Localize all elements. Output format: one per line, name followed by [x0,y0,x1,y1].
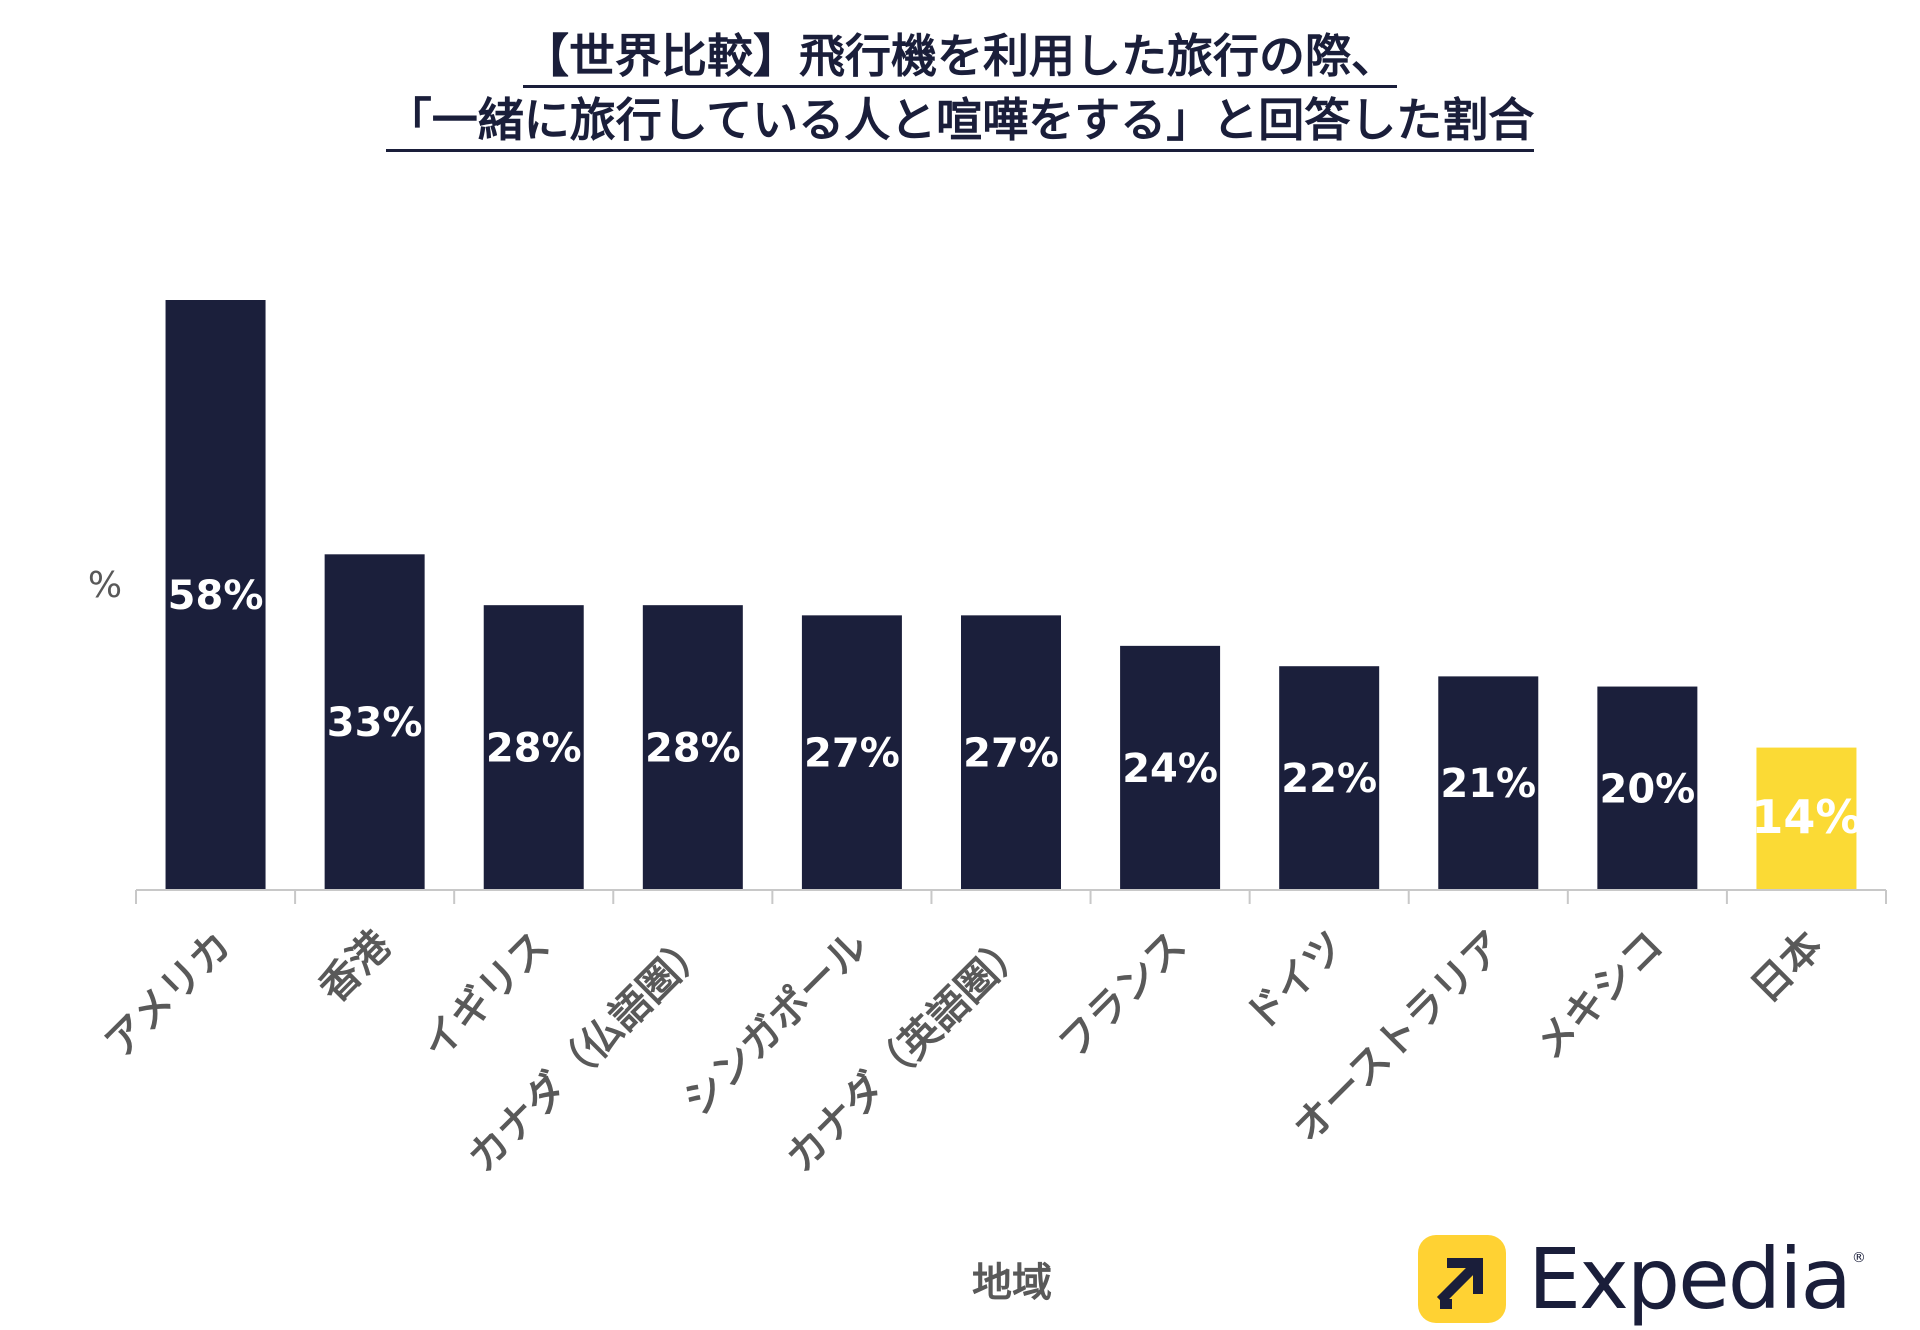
bar-7 [1279,666,1380,890]
bar-9 [1597,686,1698,890]
bar-8 [1438,676,1539,890]
x-tick-label-2: イギリス [413,923,559,1069]
bar-value-label-10: 14% [1751,790,1861,844]
bar-6 [1120,645,1221,890]
bar-value-label-0: 58% [168,573,264,619]
bar-10 [1756,747,1857,890]
expedia-arrow-icon [1418,1235,1506,1323]
x-tick-label-10: 日本 [1742,923,1831,1012]
x-tick-label-7: ドイツ [1237,923,1354,1040]
expedia-logo: Expedia ® [1418,1232,1866,1326]
y-axis-label: % [88,565,122,606]
bar-value-label-9: 20% [1599,766,1695,812]
chart-title-line-2: 「一緒に旅行している人と喧嘩をする」と回答した割合 [0,92,1920,152]
bar-3 [642,605,743,890]
bar-4 [801,615,902,890]
bar-value-label-1: 33% [327,700,423,746]
x-tick-label-9: メキシコ [1527,923,1673,1069]
bar-5 [961,615,1061,890]
bar-0 [165,300,266,890]
bars-group [165,300,1857,890]
bar-value-label-4: 27% [804,731,900,777]
chart-title-text-2: 「一緒に旅行している人と喧嘩をする」と回答した割合 [385,93,1535,152]
bar-1 [324,554,425,890]
expedia-wordmark: Expedia [1528,1230,1852,1328]
bar-value-label-7: 22% [1281,756,1377,802]
chart-title-line-1: 【世界比較】飛行機を利用した旅行の際、 [0,28,1920,88]
bar-value-label-8: 21% [1440,761,1536,807]
chart-title-text-1: 【世界比較】飛行機を利用した旅行の際、 [523,29,1397,88]
bar-value-label-5: 27% [963,731,1059,777]
bar-value-label-3: 28% [645,726,741,772]
x-axis [135,889,1887,904]
registered-mark: ® [1851,1250,1866,1266]
bar-2 [483,605,584,890]
bar-labels-group: 58% 33% 28% 28% 27% 27% 24% 22% 21% 20% 14% [168,573,1862,844]
x-tick-label-1: 香港 [311,922,401,1012]
x-tick-label-6: フランス [1050,923,1195,1068]
bar-value-label-2: 28% [486,726,582,772]
x-tick-label-0: アメリカ [96,923,240,1067]
bar-value-label-6: 24% [1122,746,1218,792]
x-axis-label: 地域 [972,1260,1052,1306]
